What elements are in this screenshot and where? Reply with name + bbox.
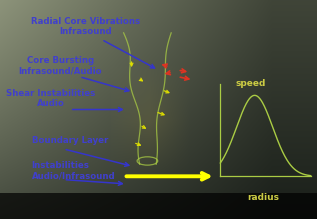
Text: Core Bursting
Infrasound/Audio: Core Bursting Infrasound/Audio [18, 56, 102, 75]
Text: Shear Instabilities
Audio: Shear Instabilities Audio [6, 89, 95, 108]
Text: radius: radius [247, 193, 279, 202]
Text: speed: speed [235, 79, 266, 88]
Text: Boundary Layer: Boundary Layer [32, 136, 108, 145]
Text: Radial Core Vibrations
Infrasound: Radial Core Vibrations Infrasound [31, 17, 140, 36]
Text: Instabilities
Audio/Infrasound: Instabilities Audio/Infrasound [32, 161, 115, 180]
